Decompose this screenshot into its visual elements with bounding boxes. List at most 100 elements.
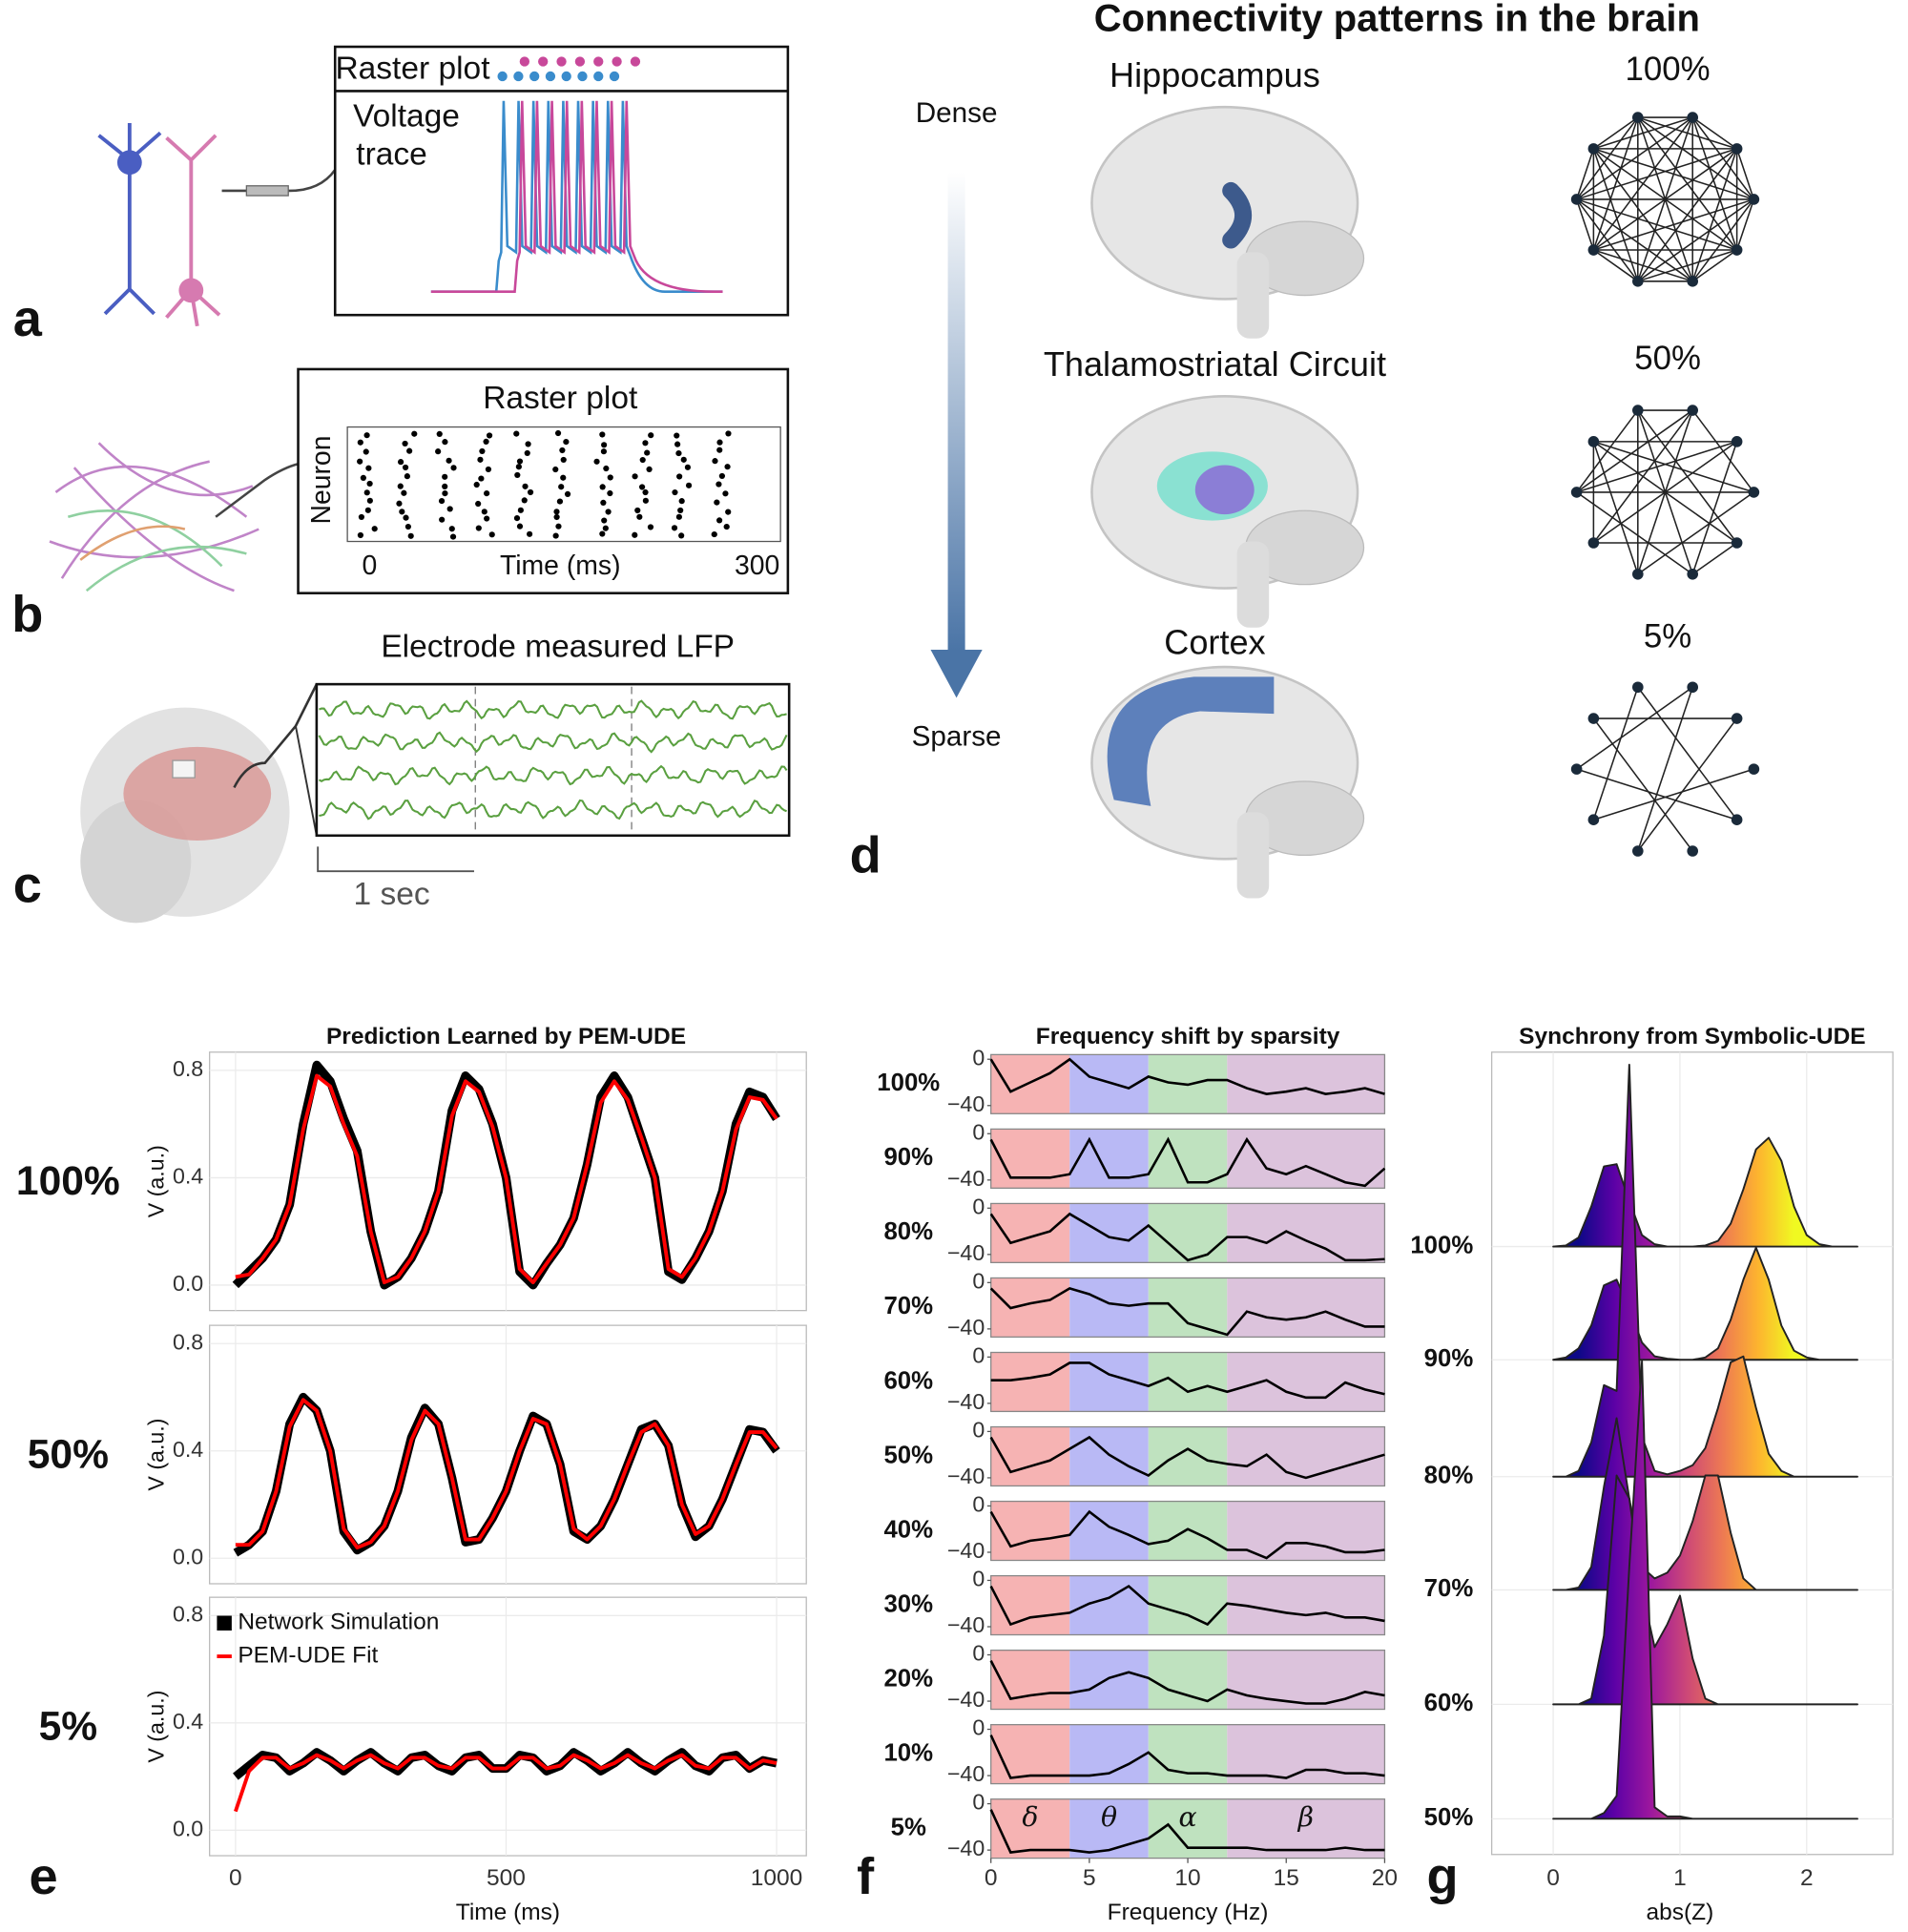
- network-illustration: [49, 442, 299, 592]
- y-tick-label: 0.4: [173, 1164, 203, 1189]
- scale-label: 1 sec: [354, 877, 430, 912]
- band-label: β: [1297, 1801, 1314, 1833]
- raster-dot: [716, 481, 722, 488]
- network-edge: [1691, 249, 1738, 282]
- network-node: [1748, 194, 1760, 205]
- brain-stem: [1236, 541, 1270, 628]
- plot-frame: [209, 1596, 807, 1857]
- series-line: [235, 1398, 778, 1549]
- x-axis-label: Time (ms): [500, 551, 621, 581]
- panel-title: Connectivity patterns in the brain: [1094, 0, 1700, 39]
- network-edge: [1592, 116, 1639, 150]
- raster-dot: [554, 429, 562, 437]
- network-node: [1687, 681, 1699, 694]
- connectivity-label: 50%: [1634, 340, 1701, 377]
- network-node: [1632, 112, 1644, 123]
- raster-dot: [402, 440, 408, 447]
- spike-dot: [519, 56, 530, 67]
- spike-dot: [630, 56, 641, 67]
- frequency-band: [1069, 1426, 1149, 1486]
- raster-dot: [642, 488, 649, 496]
- spectrum-line: [990, 1361, 1385, 1400]
- raster-dot: [371, 526, 378, 532]
- raster-dot: [646, 466, 653, 472]
- y-tick-label: 0.4: [173, 1437, 203, 1462]
- raster-dot: [442, 490, 448, 497]
- y-tick-label: −40: [947, 1538, 985, 1563]
- series-line: [235, 1073, 778, 1285]
- raster-dot: [481, 509, 487, 515]
- raster-dot: [401, 489, 407, 496]
- panel-label: 50%: [883, 1442, 933, 1468]
- y-tick-label: 0.4: [173, 1709, 203, 1734]
- network-edge: [1576, 686, 1693, 770]
- raster-dot: [675, 449, 682, 457]
- region-name: Hippocampus: [1110, 55, 1320, 94]
- raster-dot: [599, 530, 606, 537]
- raster-dot: [435, 448, 442, 455]
- spike-dot: [529, 71, 540, 82]
- raster-dot: [677, 507, 684, 514]
- panel-label: 100%: [877, 1070, 940, 1096]
- frequency-band: [990, 1798, 1070, 1859]
- plot-frame: [990, 1277, 1386, 1339]
- frequency-band: [1227, 1575, 1385, 1635]
- network-edge: [1576, 409, 1639, 493]
- raster-dots: [357, 429, 732, 540]
- raster-dot: [632, 531, 638, 538]
- raster-dot: [678, 498, 685, 505]
- density-ridge: [1552, 1063, 1858, 1478]
- network-edge: [1593, 198, 1754, 251]
- panel-label: 70%: [883, 1293, 933, 1319]
- raster-dot: [684, 464, 692, 470]
- x-tick-label: 10: [1174, 1865, 1200, 1891]
- spike-dot: [513, 71, 524, 82]
- panel-letter: a: [13, 290, 43, 347]
- network-node: [1731, 713, 1743, 724]
- raster-dot: [680, 456, 687, 463]
- raster-dot: [607, 474, 613, 481]
- network-node: [1731, 244, 1743, 256]
- raster-dot: [363, 489, 370, 496]
- x-tick-label: 15: [1274, 1865, 1299, 1891]
- raster-dot: [560, 474, 567, 481]
- y-tick-label: −40: [947, 1389, 985, 1414]
- trace-label: trace: [356, 137, 427, 173]
- raster-frame: [297, 367, 790, 594]
- frequency-band: [1227, 1501, 1385, 1561]
- frequency-band: [990, 1352, 1070, 1412]
- raster-dot: [642, 440, 649, 447]
- y-tick-label: 0: [972, 1492, 985, 1517]
- x-axis-label: Time (ms): [456, 1900, 560, 1925]
- network-node: [1632, 845, 1644, 857]
- x-tick-label: 500: [487, 1865, 526, 1891]
- raster-dot: [564, 490, 571, 497]
- raster-dot: [601, 517, 608, 524]
- plot-frame: [990, 1500, 1386, 1562]
- raster-dot: [513, 515, 521, 522]
- raster-dot: [559, 447, 566, 454]
- raster-dot: [602, 525, 609, 531]
- raster-dot: [446, 506, 453, 512]
- frequency-band: [1227, 1352, 1385, 1412]
- panel-label: 5%: [39, 1703, 98, 1749]
- region-name: Cortex: [1164, 622, 1265, 661]
- panel-letter: e: [29, 1848, 57, 1905]
- network-node: [1570, 763, 1583, 775]
- density-ridge: [1552, 1360, 1858, 1820]
- y-tick-label: −40: [947, 1315, 985, 1340]
- network-edge: [1592, 717, 1693, 852]
- raster-dot: [475, 500, 482, 508]
- panel-label: 50%: [28, 1431, 109, 1477]
- raster-dot: [560, 456, 567, 464]
- spike-dot: [593, 71, 604, 82]
- raster-dot: [517, 507, 524, 513]
- frequency-band: [1069, 1650, 1149, 1710]
- brain-stem: [1236, 252, 1270, 339]
- raster-dot: [648, 432, 654, 439]
- raster-dot: [397, 459, 404, 466]
- plot-frame: [990, 1351, 1386, 1413]
- x-tick-label: 1: [1673, 1865, 1687, 1891]
- spectrum-line: [989, 1136, 1386, 1188]
